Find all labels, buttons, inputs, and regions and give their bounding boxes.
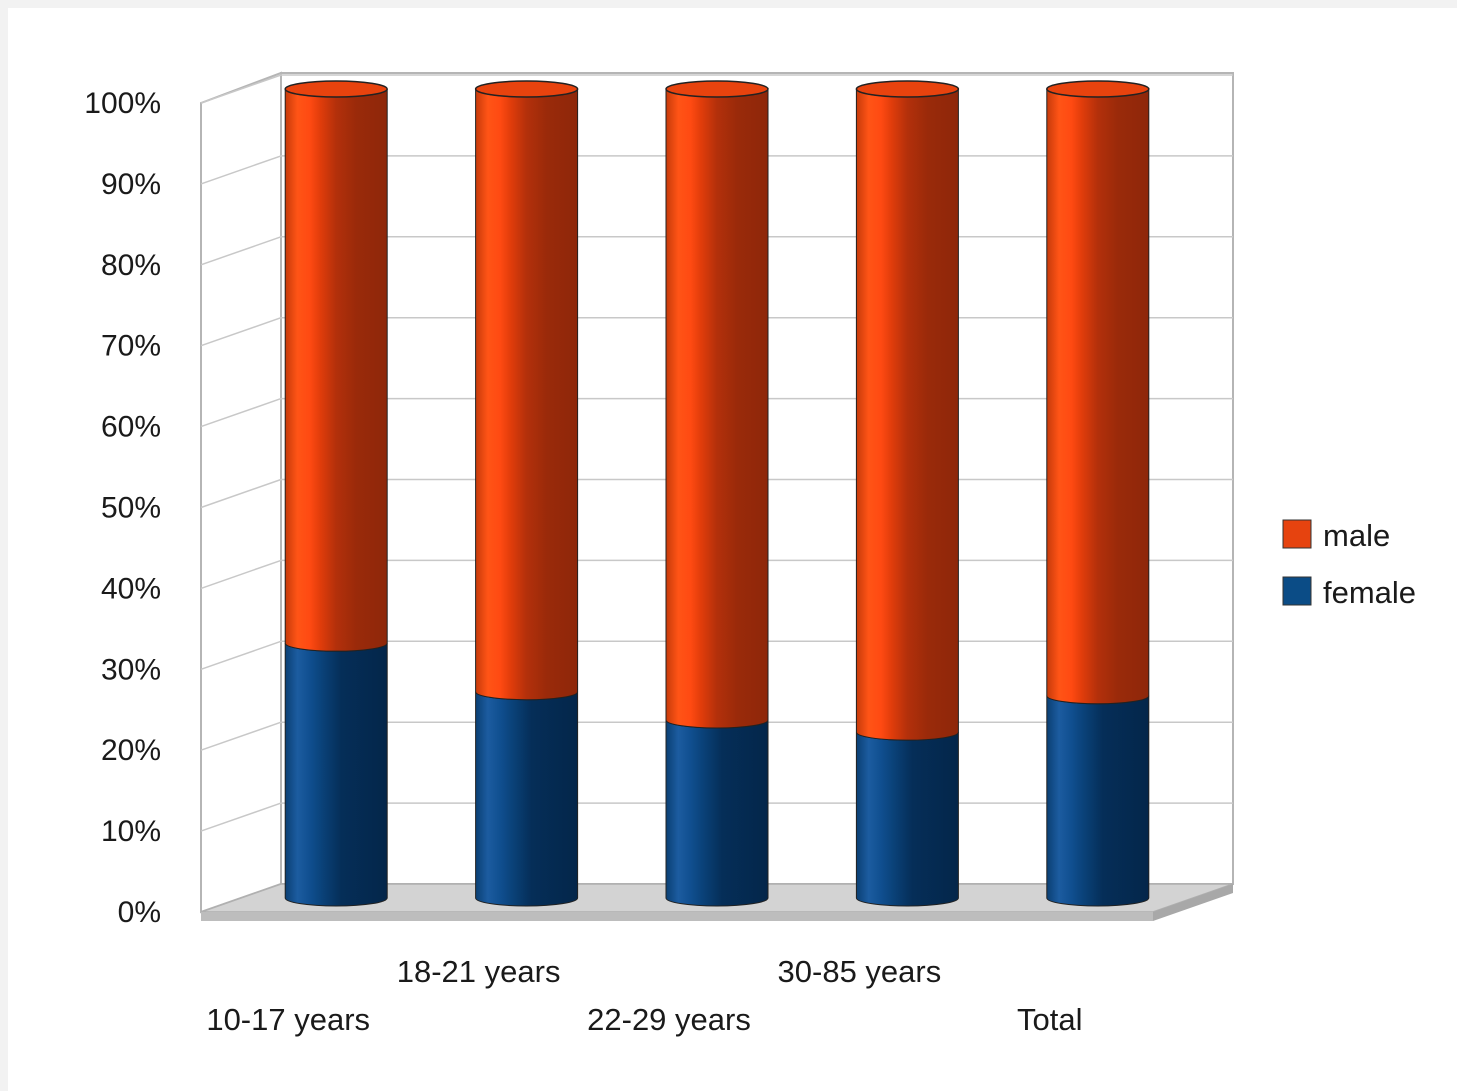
bar-top-cap xyxy=(1046,80,1150,98)
x-tick-label: Total xyxy=(1017,1002,1082,1037)
y-tick-label: 30% xyxy=(101,653,161,686)
chart-frame: 0% 10% 20% 30% 40% 50% 60% 70% 80% 90% 100% 10-17 … xyxy=(8,8,1457,1091)
x-tick-label: 30-85 years xyxy=(778,954,942,989)
bar-female xyxy=(855,732,959,907)
x-tick-label: 10-17 years xyxy=(206,1002,370,1037)
x-tick-label: 18-21 years xyxy=(397,954,561,989)
bar-female xyxy=(665,719,769,907)
bar-male xyxy=(855,88,959,741)
y-tick-label: 10% xyxy=(101,815,161,848)
gridline-side xyxy=(200,74,282,104)
y-tick-label: 0% xyxy=(118,896,161,929)
stacked-bar-chart: 0% 10% 20% 30% 40% 50% 60% 70% 80% 90% 100% 10-17 … xyxy=(84,71,1416,1037)
bar-female xyxy=(284,643,388,907)
y-axis: 0% 10% 20% 30% 40% 50% 60% 70% 80% 90% 100% xyxy=(84,87,161,929)
floor-front-edge xyxy=(201,912,1153,921)
gridline-side xyxy=(200,640,282,671)
legend: male female xyxy=(1282,518,1416,610)
bar-top-cap xyxy=(665,80,769,98)
x-axis: 10-17 years 18-21 years 22-29 years 30-85 y… xyxy=(206,954,1082,1037)
legend-swatch-female xyxy=(1282,576,1312,606)
bar-top-cap xyxy=(474,80,579,98)
gridline-side xyxy=(200,478,282,509)
gridline-side xyxy=(200,802,282,832)
bar-top-cap xyxy=(284,80,388,98)
gridline-side xyxy=(200,236,282,266)
gridline-side xyxy=(200,559,282,590)
y-tick-label: 50% xyxy=(101,492,161,525)
gridline-side xyxy=(200,316,282,347)
y-tick-label: 20% xyxy=(101,734,161,767)
side-wall xyxy=(200,71,282,914)
gridline-side xyxy=(200,397,282,428)
bar-male xyxy=(1046,88,1150,705)
bar-male xyxy=(475,88,579,701)
gridline-side xyxy=(200,155,282,185)
bars xyxy=(284,80,1150,907)
legend-label-male: male xyxy=(1323,518,1390,553)
y-tick-label: 70% xyxy=(101,330,161,363)
bar-male xyxy=(665,88,769,729)
bar-female xyxy=(475,691,579,907)
y-tick-label: 40% xyxy=(101,572,161,605)
y-tick-label: 100% xyxy=(84,87,161,120)
y-tick-label: 90% xyxy=(101,168,161,201)
y-tick-label: 80% xyxy=(101,249,161,282)
bar-top-cap xyxy=(855,80,960,98)
legend-swatch-male xyxy=(1282,519,1312,549)
floor-side-edge xyxy=(1153,884,1233,921)
bar-female xyxy=(1046,695,1150,907)
bar-male xyxy=(284,88,388,652)
y-tick-label: 60% xyxy=(101,411,161,444)
gridline-side xyxy=(200,721,282,751)
legend-label-female: female xyxy=(1323,575,1416,610)
x-tick-label: 22-29 years xyxy=(587,1002,751,1037)
